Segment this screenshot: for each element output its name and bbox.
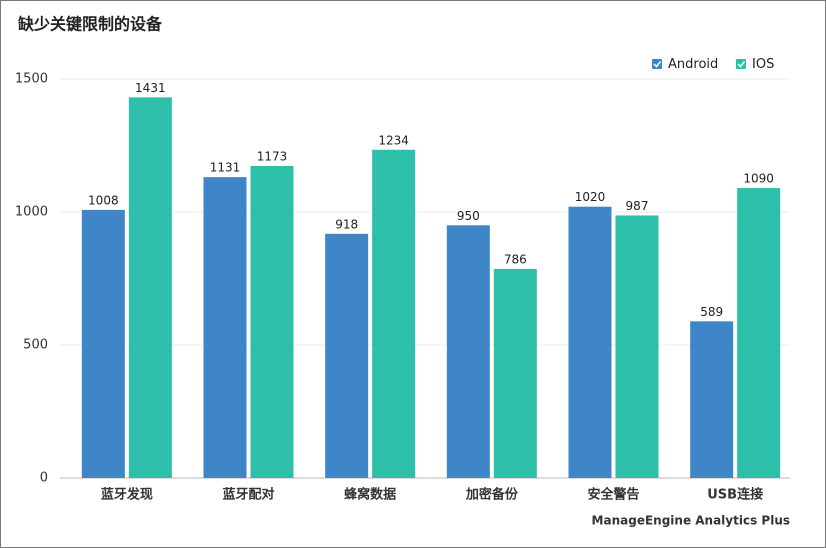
- brand: ManageEngine Analytics Plus: [592, 514, 790, 528]
- value-label: 1090: [743, 172, 774, 186]
- x-tick-label: 蜂窝数据: [344, 487, 396, 503]
- bar: [81, 209, 125, 478]
- value-label: 1234: [378, 133, 409, 147]
- chart-title: 缺少关键限制的设备: [18, 15, 163, 34]
- bar: [568, 206, 612, 478]
- bar: [446, 225, 490, 478]
- value-label: 1131: [210, 161, 241, 175]
- y-tick-label: 1000: [15, 205, 48, 220]
- value-label: 950: [457, 209, 480, 223]
- x-tick-label: 安全警告: [587, 487, 639, 503]
- value-label: 1008: [88, 193, 119, 207]
- y-tick-label: 1500: [15, 72, 48, 87]
- value-label: 987: [626, 199, 649, 213]
- bar: [128, 97, 172, 478]
- legend-check: [653, 61, 662, 68]
- bar: [325, 233, 369, 478]
- bar: [203, 177, 247, 479]
- x-tick-label: USB连接: [707, 487, 763, 503]
- legend-label: IOS: [752, 57, 774, 72]
- legend-swatch: [652, 59, 662, 69]
- y-tick-label: 500: [23, 338, 48, 353]
- bar: [615, 215, 659, 478]
- bar: [690, 321, 734, 478]
- x-tick-label: 蓝牙发现: [101, 487, 153, 503]
- value-label: 1173: [257, 149, 288, 163]
- value-label: 786: [504, 252, 527, 266]
- bar: [250, 165, 294, 478]
- bar: [493, 268, 537, 478]
- value-label: 918: [335, 217, 358, 231]
- y-tick-label: 0: [40, 471, 48, 486]
- legend-label: Android: [668, 57, 718, 72]
- x-tick-label: 蓝牙配对: [222, 487, 274, 503]
- legend-swatch: [736, 59, 746, 69]
- value-label: 589: [700, 305, 723, 319]
- value-label: 1020: [575, 190, 606, 204]
- x-tick-label: 加密备份: [465, 487, 519, 503]
- legend-check: [737, 61, 746, 68]
- value-label: 1431: [135, 81, 166, 95]
- bar: [372, 149, 416, 479]
- bar: [737, 188, 781, 478]
